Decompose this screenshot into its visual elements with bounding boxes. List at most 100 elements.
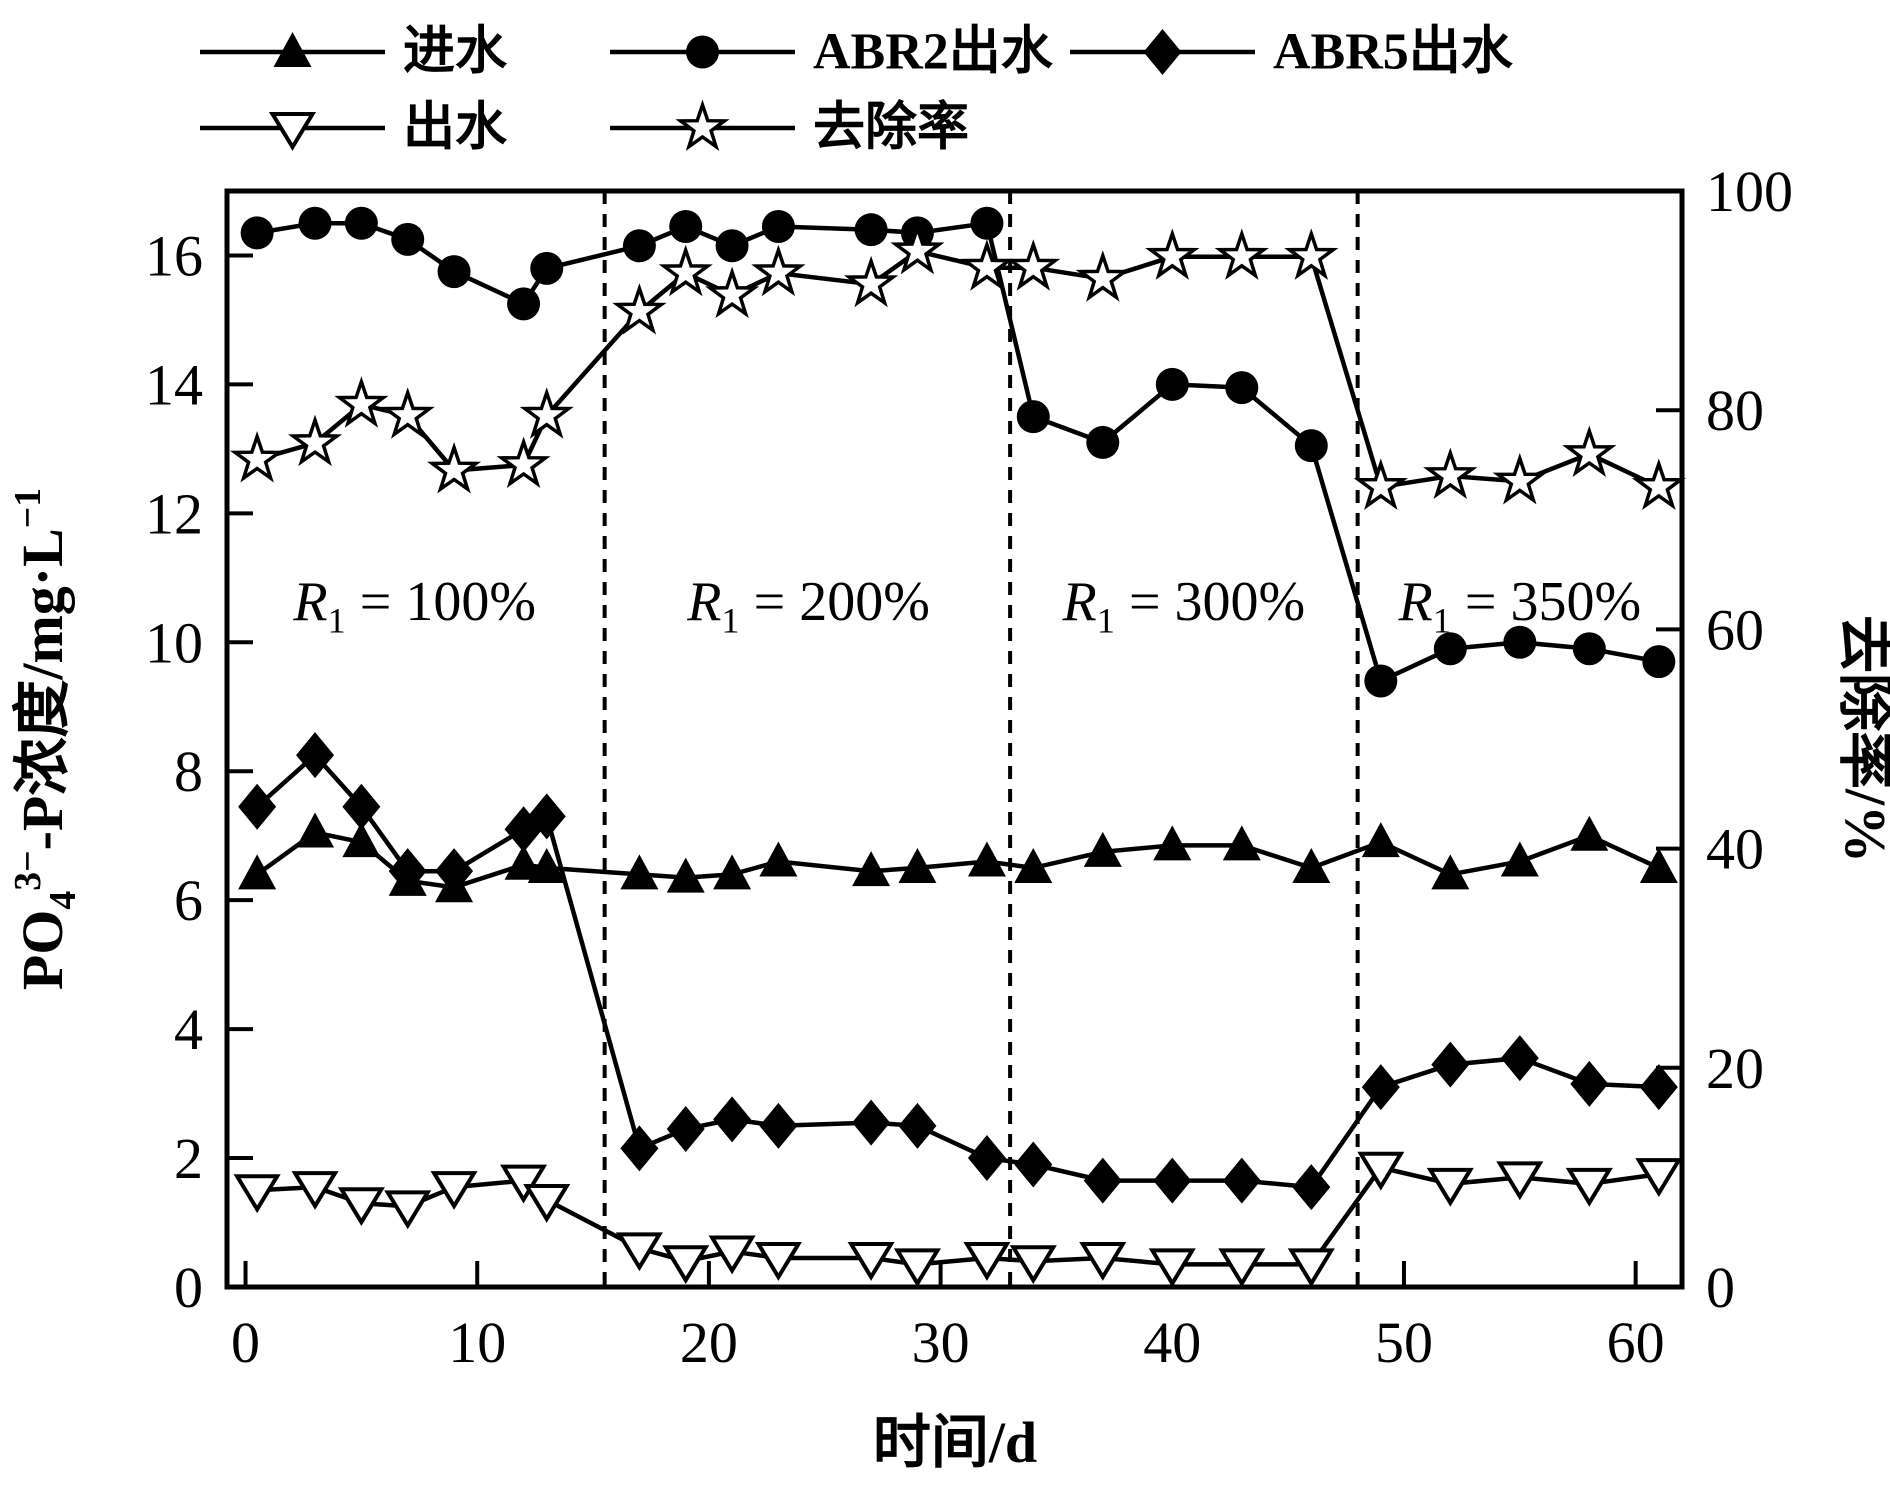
circle-filled-marker-icon	[507, 287, 541, 321]
diamond-filled-marker-icon	[527, 793, 566, 840]
triangle-filled-marker-icon	[713, 854, 752, 890]
y-right-tick-label: 60	[1706, 597, 1764, 662]
y-right-tick-label: 80	[1706, 378, 1764, 443]
triangle-down-open-marker-icon	[708, 1235, 756, 1275]
triangle-down-open-marker-icon	[1009, 1245, 1057, 1285]
star-open-marker-icon	[751, 244, 806, 297]
triangle-down-open-marker-icon	[1496, 1161, 1544, 1201]
triangle-down-open-marker-icon	[662, 1245, 710, 1285]
circle-filled-marker-icon	[1433, 632, 1467, 666]
y-right-axis-title: 去除率/%	[1833, 615, 1890, 863]
star-open-marker-icon	[288, 414, 343, 467]
diamond-filled-marker-icon	[759, 1102, 798, 1149]
x-tick-label: 10	[448, 1310, 506, 1375]
x-axis-title: 时间/d	[873, 1410, 1037, 1475]
series-line-removal-rate	[256, 248, 1660, 490]
circle-filled-marker-icon	[240, 216, 274, 250]
y-right-tick-label: 40	[1706, 816, 1764, 881]
star-open-marker-icon	[1423, 447, 1478, 500]
diamond-filled-marker-icon	[1500, 1035, 1539, 1082]
diamond-filled-marker-icon	[1153, 1157, 1192, 1204]
diamond-filled-marker-icon	[238, 783, 277, 830]
star-open-marker-icon	[1214, 228, 1269, 280]
star-open-marker-icon	[427, 441, 482, 494]
diamond-filled-marker-icon	[620, 1125, 659, 1172]
circle-filled-marker-icon	[1572, 632, 1606, 666]
diamond-filled-marker-icon	[1222, 1157, 1261, 1204]
phase-label-1: R1 = 200%	[686, 571, 930, 640]
triangle-down-open-marker-icon	[1357, 1151, 1405, 1191]
y-left-tick-label: 14	[145, 352, 203, 417]
y-left-axis-title: PO43−-P浓度/mg·L−1	[7, 488, 84, 990]
circle-filled-marker-icon	[715, 229, 749, 263]
y-right-tick-label: 20	[1706, 1035, 1764, 1100]
legend-label-effluent: 出水	[403, 99, 508, 157]
diamond-filled-marker-icon	[1083, 1157, 1122, 1204]
phase-label-0: R1 = 100%	[292, 571, 536, 640]
star-open-marker-icon	[229, 431, 285, 483]
circle-filled-marker-icon	[686, 35, 719, 69]
series-effluent	[233, 1151, 1683, 1288]
legend-label-abr2-effluent: ABR2出水	[813, 23, 1054, 81]
star-open-marker-icon	[519, 387, 574, 439]
triangle-down-open-marker-icon	[1565, 1167, 1613, 1207]
circle-filled-marker-icon	[391, 222, 425, 256]
triangle-down-open-marker-icon	[291, 1171, 339, 1210]
triangle-down-open-marker-icon	[963, 1241, 1011, 1281]
star-open-marker-icon	[1075, 250, 1130, 302]
triangle-filled-marker-icon	[1570, 815, 1609, 851]
legend-item-influent: 进水	[200, 23, 508, 81]
circle-filled-marker-icon	[298, 206, 332, 240]
star-open-marker-icon	[496, 436, 551, 489]
triangle-down-open-marker-icon	[500, 1164, 548, 1204]
legend-item-removal-rate: 去除率	[610, 99, 969, 157]
triangle-down-open-marker-icon	[1148, 1248, 1196, 1288]
x-tick-label: 50	[1375, 1310, 1433, 1375]
diamond-filled-marker-icon	[1143, 29, 1182, 75]
triangle-filled-marker-icon	[1361, 822, 1400, 858]
star-open-marker-icon	[890, 222, 945, 275]
legend-label-abr5-effluent: ABR5出水	[1273, 23, 1514, 81]
x-tick-label: 20	[680, 1310, 738, 1375]
triangle-down-open-marker-icon	[615, 1232, 663, 1272]
star-open-marker-icon	[1006, 239, 1061, 291]
star-open-marker-icon	[334, 376, 389, 428]
y-right-tick-label: 100	[1706, 159, 1793, 224]
triangle-filled-marker-icon	[1222, 825, 1261, 861]
triangle-down-open-marker-icon	[1218, 1248, 1266, 1288]
star-open-marker-icon	[959, 239, 1014, 291]
diamond-filled-marker-icon	[852, 1099, 891, 1146]
series-abr5-effluent	[238, 732, 1678, 1211]
triangle-filled-marker-icon	[1500, 841, 1539, 877]
star-open-marker-icon	[705, 266, 760, 319]
circle-filled-marker-icon	[530, 251, 564, 285]
triangle-filled-marker-icon	[342, 822, 381, 858]
circle-filled-marker-icon	[1642, 645, 1676, 679]
y-left-tick-label: 12	[145, 481, 203, 546]
series-abr2-effluent	[240, 206, 1676, 698]
x-tick-label: 0	[231, 1310, 260, 1375]
x-tick-label: 30	[912, 1310, 970, 1375]
triangle-filled-marker-icon	[1083, 831, 1122, 867]
circle-filled-marker-icon	[1155, 367, 1189, 401]
triangle-down-open-marker-icon	[384, 1190, 432, 1230]
triangle-down-open-marker-icon	[1079, 1241, 1127, 1281]
circle-filled-marker-icon	[761, 209, 795, 243]
diamond-filled-marker-icon	[898, 1102, 937, 1149]
triangle-down-open-marker-icon	[893, 1248, 941, 1288]
circle-filled-marker-icon	[854, 213, 888, 247]
triangle-filled-marker-icon	[852, 851, 891, 887]
circle-filled-marker-icon	[669, 209, 703, 243]
circle-filled-marker-icon	[622, 229, 656, 263]
diamond-filled-marker-icon	[388, 848, 427, 895]
diamond-filled-marker-icon	[1639, 1064, 1678, 1111]
triangle-down-open-marker-icon	[233, 1174, 281, 1214]
star-open-marker-icon	[1631, 458, 1686, 510]
diamond-filled-marker-icon	[1431, 1041, 1470, 1088]
star-open-marker-icon	[675, 99, 730, 152]
circle-filled-marker-icon	[1503, 625, 1537, 659]
series-line-abr5-effluent	[255, 751, 1659, 1190]
plot-border	[224, 188, 1685, 1290]
y-left-tick-label: 4	[174, 997, 203, 1062]
